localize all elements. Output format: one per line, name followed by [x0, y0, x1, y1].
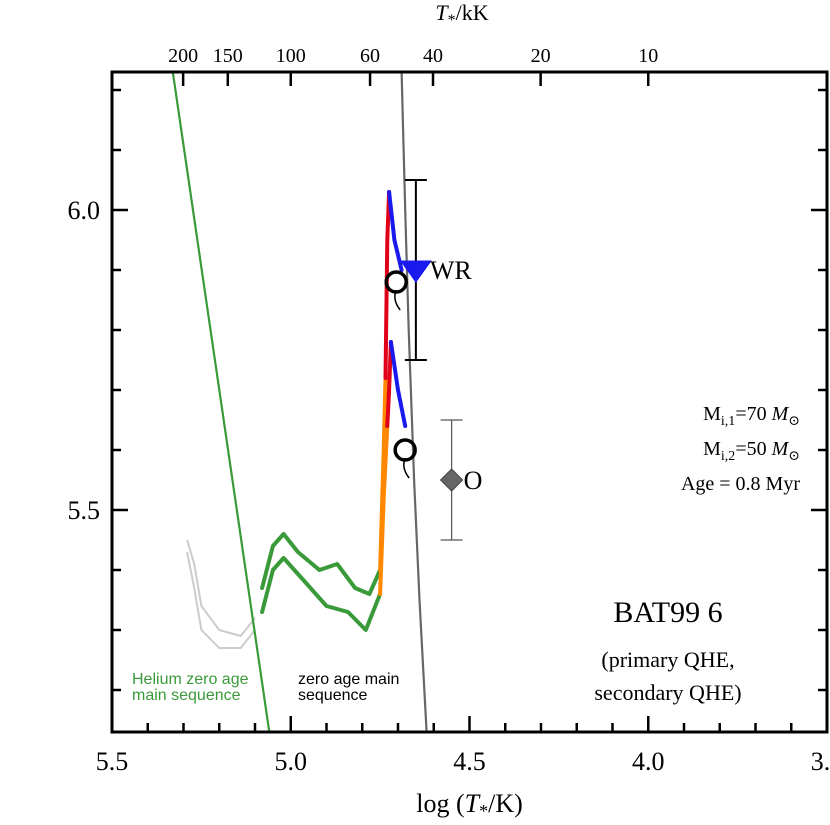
axis-tick-labels: 5.5 5.0 4.5 4.0 3.5 5.5 6.0 200 150 100 60 40 20 10	[68, 45, 830, 776]
secondary-track-segment-0	[260, 556, 383, 632]
secondary-track-segment-3	[388, 340, 408, 428]
primary-track-segment-0	[260, 532, 383, 596]
top-tick-label: 100	[276, 45, 306, 67]
chart-subtitle-line-1: (primary QHE,	[601, 647, 734, 672]
reference-lines	[171, 71, 428, 733]
plot-frame	[110, 70, 829, 734]
x-tick-label: 5.5	[96, 747, 129, 776]
grey-track-1	[186, 539, 256, 638]
x-axis-label-suffix: /K)	[488, 789, 523, 818]
evolution-tracks	[260, 190, 408, 632]
y-tick-label: 6.0	[68, 196, 101, 225]
top-axis-label: T*/kK	[435, 0, 488, 29]
model-positions	[384, 270, 417, 479]
primary-track-segment-3	[387, 190, 404, 272]
top-axis-label-subscript: *	[448, 12, 456, 29]
x-tick-label: 4.5	[453, 747, 486, 776]
y-tick-label: 5.5	[68, 496, 101, 525]
annotation-mass-secondary: Mi,2=50 M⊙	[703, 438, 800, 464]
axis-ticks	[110, 72, 829, 732]
x-tick-label: 3.5	[811, 747, 830, 776]
top-axis-label-symbol: T	[435, 0, 449, 25]
observed-label-o: O	[464, 466, 483, 495]
observed-points	[399, 179, 464, 541]
top-tick-label: 150	[213, 45, 243, 67]
x-tick-label: 4.0	[632, 747, 665, 776]
observed-marker-O	[439, 468, 464, 492]
annotation-age: Age = 0.8 Myr	[681, 473, 800, 495]
x-axis-label-prefix: log (	[416, 789, 464, 818]
annotation-mass-primary: Mi,1=70 M⊙	[703, 403, 800, 429]
top-tick-label: 60	[360, 45, 380, 67]
top-tick-label: 40	[423, 45, 443, 67]
x-axis-label: log (T*/K)	[416, 789, 523, 821]
top-tick-label: 10	[638, 45, 658, 67]
helium-zams-label-line-2: main sequence	[132, 687, 241, 704]
model-position-tail-1	[403, 457, 410, 479]
top-tick-label: 200	[168, 45, 198, 67]
primary-track-segment-2	[383, 190, 392, 380]
x-axis-label-subscript: *	[479, 801, 488, 821]
helium-zams-line	[171, 71, 271, 733]
zams-label-line-1: zero age main	[298, 671, 399, 688]
x-axis-label-symbol: T	[465, 789, 481, 818]
zams-label-line-2: sequence	[298, 687, 367, 704]
observed-label-wr: WR	[430, 256, 473, 285]
observed-marker-WR	[399, 260, 432, 283]
secondary-track-segment-1	[378, 424, 390, 596]
secondary-track-segment-2	[385, 340, 393, 428]
top-tick-label: 20	[531, 45, 551, 67]
grey-track-0	[186, 551, 256, 649]
zams-line	[400, 71, 428, 733]
model-position-tail-0	[394, 289, 401, 311]
x-tick-label: 5.0	[275, 747, 308, 776]
top-axis-label-suffix: /kK	[456, 0, 489, 25]
helium-zams-label-line-1: Helium zero age	[132, 671, 249, 688]
chart-subtitle-line-2: secondary QHE)	[594, 680, 741, 705]
grey-tracks	[186, 539, 256, 649]
model-position-circle-0	[384, 270, 408, 294]
chart-title: BAT99 6	[613, 596, 722, 629]
